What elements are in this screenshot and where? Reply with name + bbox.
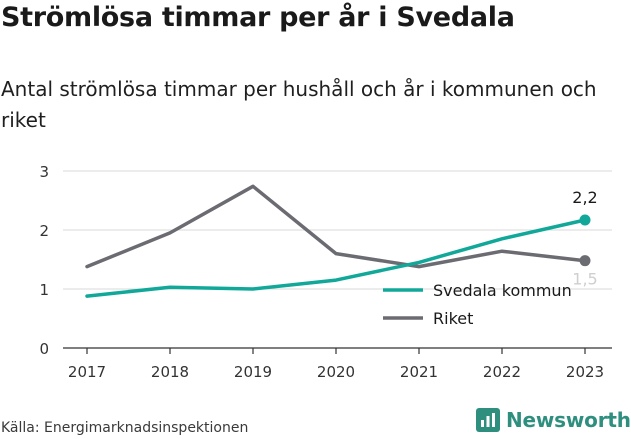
x-tick-label: 2019 xyxy=(234,363,272,381)
end-label-svedala: 2,2 xyxy=(572,188,597,207)
source-note: Källa: Energimarknadsinspektionen xyxy=(1,420,249,436)
y-tick-label: 3 xyxy=(39,163,49,181)
brand-name: Newsworthy xyxy=(506,408,631,432)
end-label-riket: 1,5 xyxy=(572,270,597,289)
newsworthy-logo: Newsworthy xyxy=(476,408,631,432)
chart-title: Strömlösa timmar per år i Svedala xyxy=(1,2,515,33)
x-tick-label: 2021 xyxy=(400,363,438,381)
x-tick-label: 2018 xyxy=(151,363,189,381)
legend-svedala-label: Svedala kommun xyxy=(433,281,572,300)
end-point-svedala xyxy=(579,214,591,226)
y-tick-label: 1 xyxy=(39,281,49,299)
end-point-riket xyxy=(579,255,591,267)
x-tick-label: 2017 xyxy=(68,363,106,381)
x-tick-label: 2020 xyxy=(317,363,355,381)
x-tick-label: 2023 xyxy=(566,363,604,381)
newsworthy-icon xyxy=(476,408,500,432)
y-tick-label: 0 xyxy=(39,340,49,358)
series-line-riket xyxy=(85,184,587,269)
series-line-svedala xyxy=(85,218,587,298)
y-tick-label: 2 xyxy=(39,222,49,240)
x-tick-label: 2022 xyxy=(483,363,521,381)
legend-riket-label: Riket xyxy=(433,309,473,328)
chart-subtitle: Antal strömlösa timmar per hushåll och å… xyxy=(1,77,597,132)
